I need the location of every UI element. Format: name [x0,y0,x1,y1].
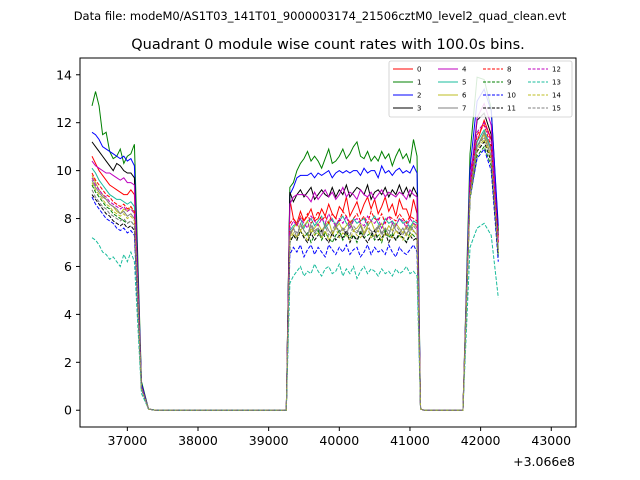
legend-label-4: 4 [462,66,467,74]
legend-label-10: 10 [507,92,516,100]
series-line-13 [91,222,499,411]
series-line-14 [91,138,499,411]
legend-label-7: 7 [462,105,466,113]
y-tick-label: 2 [64,355,72,370]
series-lines [91,76,499,411]
legend-label-13: 13 [552,79,561,87]
legend-label-1: 1 [417,79,421,87]
series-line-15 [91,136,499,411]
y-tick-label: 6 [64,259,72,274]
legend-label-14: 14 [552,92,561,100]
suptitle: Data file: modeM0/AS1T03_141T01_90000031… [74,9,567,23]
series-line-10 [91,147,499,411]
legend-label-3: 3 [417,105,421,113]
series-line-8 [91,124,499,411]
legend-label-5: 5 [462,79,466,87]
x-tick-label: 43000 [531,433,571,448]
x-tick-label: 41000 [390,433,430,448]
x-tick-label: 39000 [249,433,289,448]
x-tick-label: 40000 [319,433,359,448]
series-line-4 [91,102,499,411]
series-line-1 [91,76,499,411]
series-line-7 [91,131,499,411]
series-line-12 [91,121,499,411]
y-axis: 0 2 4 6 8 10 12 14 [56,67,80,418]
chart-title: Quadrant 0 module wise count rates with … [131,37,525,53]
y-tick-label: 4 [64,307,72,322]
legend-label-9: 9 [507,79,511,87]
x-tick-label: 37000 [107,433,147,448]
legend-box [388,60,573,118]
axes-frame [79,57,577,428]
y-tick-label: 14 [56,67,72,82]
legend-label-15: 15 [552,105,561,113]
series-line-0 [91,118,499,411]
legend-label-11: 11 [507,105,516,113]
legend-label-12: 12 [552,66,561,74]
x-offset-label: +3.066e8 [513,454,575,469]
legend-label-2: 2 [417,92,421,100]
series-line-5 [91,128,499,411]
x-tick-label: 38000 [178,433,218,448]
y-tick-label: 10 [56,163,72,178]
x-axis: 37000 38000 39000 40000 41000 42000 43000 [107,427,571,448]
y-tick-label: 8 [64,211,72,226]
y-tick-label: 0 [64,403,72,418]
legend-label-0: 0 [417,66,421,74]
legend-label-8: 8 [507,66,511,74]
x-tick-label: 42000 [461,433,501,448]
series-line-2 [91,87,499,411]
series-line-3 [91,112,499,411]
legend-label-6: 6 [462,92,467,100]
series-line-9 [91,145,499,411]
y-tick-label: 12 [56,115,72,130]
